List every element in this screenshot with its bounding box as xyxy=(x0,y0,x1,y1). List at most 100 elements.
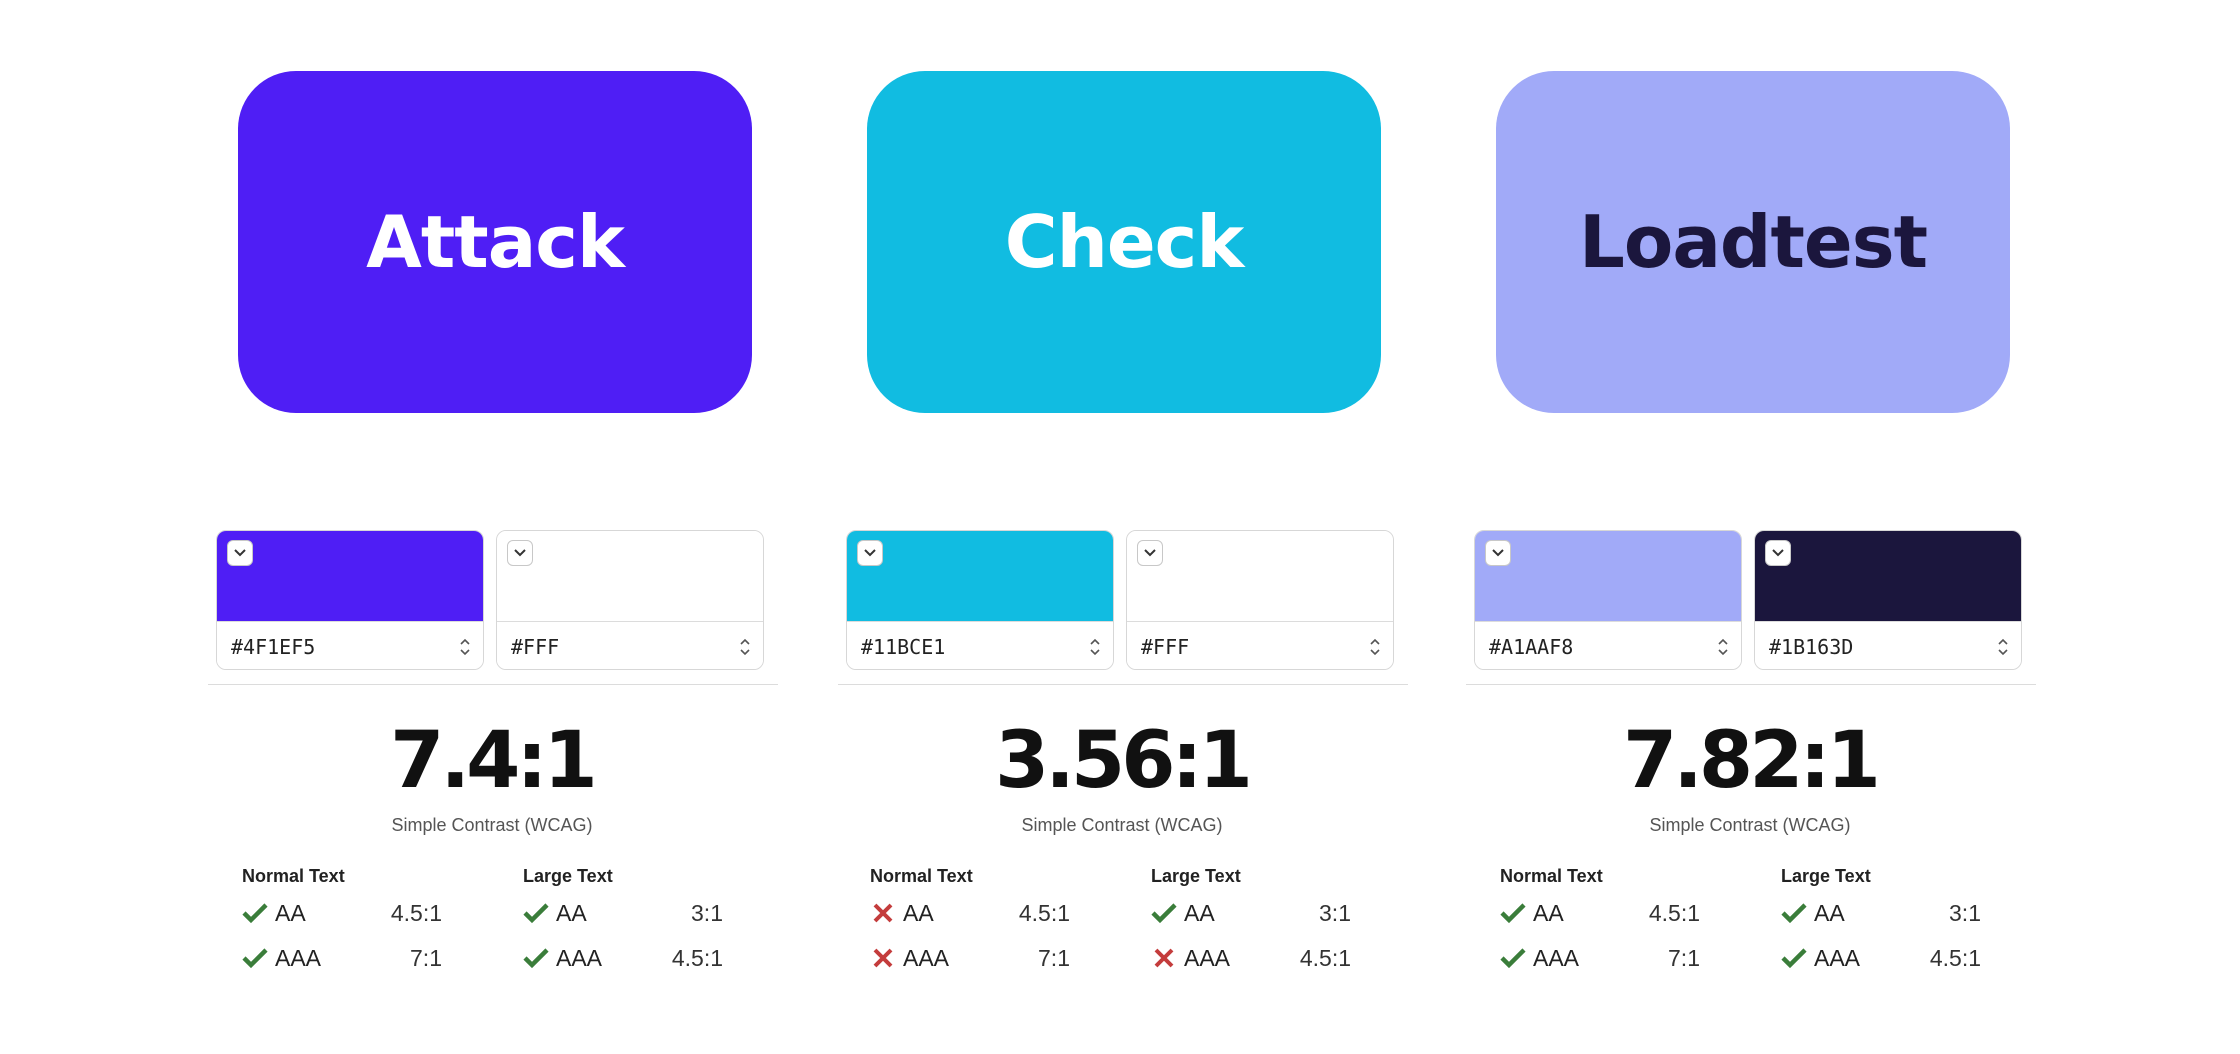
required-ratio: 4.5:1 xyxy=(1018,900,1070,926)
background-hex-field[interactable]: #A1AAF8 xyxy=(1475,621,1741,669)
normal-text-heading: Normal Text xyxy=(242,866,345,886)
foreground-color-swatch[interactable] xyxy=(1755,531,2021,621)
level-label: AA xyxy=(1533,900,1564,926)
level-label: AA xyxy=(1184,900,1215,926)
up-down-stepper-icon[interactable] xyxy=(1997,636,2009,658)
foreground-color-picker[interactable]: #FFF xyxy=(1126,530,1394,670)
required-ratio: 3:1 xyxy=(1319,900,1351,926)
preview-card-check: Check xyxy=(867,71,1381,413)
background-color-picker[interactable]: #A1AAF8 xyxy=(1474,530,1742,670)
foreground-color-swatch[interactable] xyxy=(497,531,763,621)
normal-text-heading: Normal Text xyxy=(1500,866,1603,886)
background-hex-field[interactable]: #11BCE1 xyxy=(847,621,1113,669)
required-ratio: 3:1 xyxy=(691,900,723,926)
background-color-swatch[interactable] xyxy=(217,531,483,621)
cross-icon xyxy=(873,948,893,968)
chevron-down-icon[interactable] xyxy=(1765,540,1791,566)
required-ratio: 4.5:1 xyxy=(1299,945,1351,971)
up-down-stepper-icon[interactable] xyxy=(1089,636,1101,658)
large-text-heading: Large Text xyxy=(523,866,613,886)
contrast-ratio: 3.56:1 xyxy=(995,716,1253,806)
result-row-aa: AA 4.5:1 xyxy=(870,890,1070,935)
background-color-picker[interactable]: #4F1EF5 xyxy=(216,530,484,670)
background-color-swatch[interactable] xyxy=(847,531,1113,621)
background-hex-value[interactable]: #11BCE1 xyxy=(861,635,946,659)
foreground-hex-value[interactable]: #FFF xyxy=(1141,635,1190,659)
level-label: AAA xyxy=(1533,945,1580,971)
background-color-picker[interactable]: #11BCE1 xyxy=(846,530,1114,670)
contrast-caption: Simple Contrast (WCAG) xyxy=(1649,815,1851,835)
required-ratio: 7:1 xyxy=(1668,945,1700,971)
result-row-aaa: AAA 4.5:1 xyxy=(1781,935,1981,980)
background-hex-field[interactable]: #4F1EF5 xyxy=(217,621,483,669)
checkmark-icon xyxy=(523,948,549,969)
large-text-heading: Large Text xyxy=(1781,866,1871,886)
checkmark-icon xyxy=(242,903,268,924)
preview-card-loadtest: Loadtest xyxy=(1496,71,2010,413)
level-label: AA xyxy=(903,900,934,926)
required-ratio: 4.5:1 xyxy=(1648,900,1700,926)
required-ratio: 7:1 xyxy=(1038,945,1070,971)
up-down-stepper-icon[interactable] xyxy=(459,636,471,658)
foreground-hex-value[interactable]: #1B163D xyxy=(1769,635,1854,659)
result-row-aaa: AAA 4.5:1 xyxy=(1151,935,1351,980)
up-down-stepper-icon[interactable] xyxy=(739,636,751,658)
result-row-aaa: AAA 7:1 xyxy=(242,935,442,980)
large-text-results: Large Text AA 3:1 AAA 4.5:1 xyxy=(1781,866,1981,980)
checkmark-icon xyxy=(1500,903,1526,924)
up-down-stepper-icon[interactable] xyxy=(1369,636,1381,658)
level-label: AAA xyxy=(275,945,322,971)
large-text-results: Large Text AA 3:1 AAA 4.5:1 xyxy=(1151,866,1351,980)
background-hex-value[interactable]: #A1AAF8 xyxy=(1489,635,1574,659)
preview-card-label: Attack xyxy=(366,200,625,284)
required-ratio: 4.5:1 xyxy=(671,945,723,971)
foreground-hex-field[interactable]: #1B163D xyxy=(1755,621,2021,669)
divider xyxy=(838,684,1408,685)
cross-icon xyxy=(873,903,893,923)
background-color-swatch[interactable] xyxy=(1475,531,1741,621)
foreground-hex-field[interactable]: #FFF xyxy=(497,621,763,669)
foreground-hex-field[interactable]: #FFF xyxy=(1127,621,1393,669)
required-ratio: 3:1 xyxy=(1949,900,1981,926)
checkmark-icon xyxy=(242,948,268,969)
result-row-aa: AA 3:1 xyxy=(1781,890,1981,935)
chevron-down-icon[interactable] xyxy=(857,540,883,566)
contrast-checker-panel: #4F1EF5 #FFF 7.4:1 Simple Contrast (WCAG… xyxy=(208,530,786,1000)
checkmark-icon xyxy=(1781,948,1807,969)
chevron-down-icon[interactable] xyxy=(1485,540,1511,566)
background-hex-value[interactable]: #4F1EF5 xyxy=(231,635,316,659)
chevron-down-icon[interactable] xyxy=(227,540,253,566)
level-label: AAA xyxy=(1184,945,1231,971)
required-ratio: 7:1 xyxy=(410,945,442,971)
foreground-hex-value[interactable]: #FFF xyxy=(511,635,560,659)
result-row-aa: AA 3:1 xyxy=(523,890,723,935)
checkmark-icon xyxy=(523,903,549,924)
preview-card-attack: Attack xyxy=(238,71,752,413)
required-ratio: 4.5:1 xyxy=(390,900,442,926)
normal-text-results: Normal Text AA 4.5:1 AAA 7:1 xyxy=(1500,866,1700,980)
result-row-aa: AA 4.5:1 xyxy=(242,890,442,935)
chevron-down-icon[interactable] xyxy=(1137,540,1163,566)
foreground-color-picker[interactable]: #1B163D xyxy=(1754,530,2022,670)
contrast-checker-panel: #A1AAF8 #1B163D 7.82:1 Simple Contrast (… xyxy=(1466,530,2044,1000)
preview-card-label: Check xyxy=(1004,200,1244,284)
result-row-aa: AA 4.5:1 xyxy=(1500,890,1700,935)
normal-text-results: Normal Text AA 4.5:1 AAA 7:1 xyxy=(242,866,442,980)
chevron-down-icon[interactable] xyxy=(507,540,533,566)
result-row-aaa: AAA 4.5:1 xyxy=(523,935,723,980)
level-label: AAA xyxy=(1814,945,1861,971)
normal-text-results: Normal Text AA 4.5:1 AAA 7:1 xyxy=(870,866,1070,980)
level-label: AA xyxy=(556,900,587,926)
level-label: AAA xyxy=(556,945,603,971)
foreground-color-picker[interactable]: #FFF xyxy=(496,530,764,670)
large-text-results: Large Text AA 3:1 AAA 4.5:1 xyxy=(523,866,723,980)
foreground-color-swatch[interactable] xyxy=(1127,531,1393,621)
contrast-checker-panel: #11BCE1 #FFF 3.56:1 Simple Contrast (WCA… xyxy=(838,530,1416,1000)
large-text-heading: Large Text xyxy=(1151,866,1241,886)
up-down-stepper-icon[interactable] xyxy=(1717,636,1729,658)
normal-text-heading: Normal Text xyxy=(870,866,973,886)
required-ratio: 4.5:1 xyxy=(1929,945,1981,971)
contrast-caption: Simple Contrast (WCAG) xyxy=(1021,815,1223,835)
level-label: AA xyxy=(275,900,306,926)
cross-icon xyxy=(1154,948,1174,968)
